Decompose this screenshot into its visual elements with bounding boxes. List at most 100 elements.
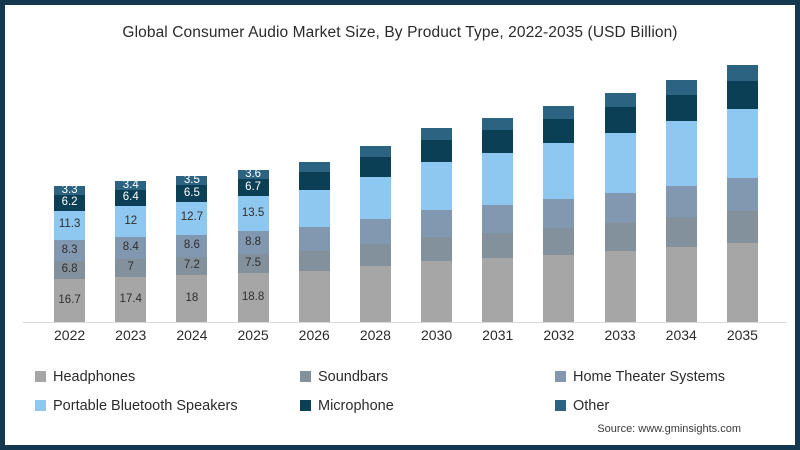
bar-segment-headphones[interactable] (604, 250, 636, 322)
bar-segment-microphone[interactable] (298, 172, 330, 191)
bar-segment-headphones[interactable] (298, 271, 330, 322)
x-axis-label-2031: 2031 (482, 327, 514, 343)
bar-segment-portable_bluetooth_speakers[interactable] (482, 152, 514, 205)
bar-segment-home_theater_systems[interactable] (665, 185, 697, 218)
bar-segment-home_theater_systems[interactable] (359, 219, 391, 245)
legend-swatch-icon (300, 371, 311, 382)
bar-segment-microphone[interactable]: 6.7 (237, 179, 269, 197)
bar-column-2034[interactable] (665, 79, 697, 322)
bar-segment-headphones[interactable]: 17.4 (115, 277, 147, 322)
bar-segment-home_theater_systems[interactable]: 8.8 (237, 231, 269, 255)
bar-segment-microphone[interactable] (726, 80, 758, 110)
bar-segment-headphones[interactable]: 18.8 (237, 273, 269, 322)
bar-segment-headphones[interactable] (421, 261, 453, 322)
bar-segment-microphone[interactable] (543, 119, 575, 144)
bar-segment-soundbars[interactable] (421, 236, 453, 261)
bar-segment-soundbars[interactable] (665, 217, 697, 248)
bar-column-2028[interactable] (359, 146, 391, 322)
bar-segment-headphones[interactable] (726, 242, 758, 322)
bar-segment-home_theater_systems[interactable] (421, 210, 453, 237)
bar-segment-soundbars[interactable]: 6.8 (54, 261, 86, 279)
bar-segment-home_theater_systems[interactable] (298, 227, 330, 251)
bar-value-label: 6.4 (122, 191, 139, 204)
bar-segment-home_theater_systems[interactable]: 8.4 (115, 237, 147, 259)
bar-column-2023[interactable]: 17.4 7 8.4 12 6.4 3.4 (115, 180, 147, 322)
bar-value-label: 12.7 (180, 211, 204, 224)
bar-segment-other[interactable] (421, 128, 453, 141)
bar-segment-other[interactable] (482, 117, 514, 131)
bar-segment-other[interactable] (359, 146, 391, 158)
bar-segment-home_theater_systems[interactable] (543, 199, 575, 228)
legend-item-other[interactable]: Other (555, 398, 765, 414)
bar-segment-soundbars[interactable] (543, 227, 575, 255)
bar-segment-portable_bluetooth_speakers[interactable] (665, 121, 697, 186)
bar-segment-microphone[interactable] (665, 94, 697, 122)
legend-swatch-icon (35, 371, 46, 382)
legend-item-home_theater_systems[interactable]: Home Theater Systems (555, 369, 765, 385)
bar-segment-headphones[interactable]: 16.7 (54, 278, 86, 322)
bar-segment-soundbars[interactable] (359, 244, 391, 267)
bar-segment-soundbars[interactable]: 7 (115, 258, 147, 278)
bar-segment-home_theater_systems[interactable] (604, 192, 636, 223)
bar-column-2025[interactable]: 18.8 7.5 8.8 13.5 6.7 3.6 (237, 169, 269, 322)
bar-column-2022[interactable]: 16.7 6.8 8.3 11.3 6.2 3.3 (54, 186, 86, 322)
bar-segment-soundbars[interactable]: 7.2 (176, 256, 208, 276)
bar-segment-other[interactable]: 3.6 (237, 169, 269, 180)
bar-segment-microphone[interactable]: 6.4 (115, 189, 147, 207)
legend-item-microphone[interactable]: Microphone (300, 398, 555, 414)
bar-segment-microphone[interactable] (359, 157, 391, 177)
bar-segment-headphones[interactable] (482, 257, 514, 322)
bar-segment-other[interactable] (665, 79, 697, 95)
bar-segment-headphones[interactable] (665, 247, 697, 322)
legend-label: Soundbars (318, 368, 389, 385)
bar-segment-microphone[interactable]: 6.5 (176, 185, 208, 202)
bar-segment-other[interactable]: 3.4 (115, 180, 147, 190)
bar-segment-other[interactable]: 3.5 (176, 175, 208, 186)
bar-segment-soundbars[interactable]: 7.5 (237, 254, 269, 274)
bar-segment-portable_bluetooth_speakers[interactable]: 12 (115, 206, 147, 238)
bar-segment-headphones[interactable] (543, 254, 575, 322)
bar-segment-home_theater_systems[interactable]: 8.6 (176, 234, 208, 257)
bar-column-2032[interactable] (543, 105, 575, 322)
x-axis-label-2035: 2035 (726, 327, 758, 343)
bar-segment-portable_bluetooth_speakers[interactable]: 12.7 (176, 201, 208, 235)
legend-item-headphones[interactable]: Headphones (35, 369, 300, 385)
bar-segment-other[interactable] (543, 105, 575, 120)
bar-segment-soundbars[interactable] (604, 222, 636, 251)
bar-column-2030[interactable] (421, 128, 453, 322)
legend-label: Headphones (53, 368, 136, 385)
bar-segment-portable_bluetooth_speakers[interactable]: 13.5 (237, 196, 269, 232)
bar-segment-home_theater_systems[interactable]: 8.3 (54, 239, 86, 262)
bar-segment-soundbars[interactable] (726, 211, 758, 243)
bar-segment-other[interactable]: 3.3 (54, 186, 86, 195)
bar-segment-other[interactable] (726, 64, 758, 81)
bar-segment-headphones[interactable] (359, 266, 391, 322)
bar-segment-soundbars[interactable] (482, 232, 514, 258)
bar-segment-portable_bluetooth_speakers[interactable] (543, 143, 575, 199)
bar-segment-portable_bluetooth_speakers[interactable] (421, 161, 453, 211)
bar-segment-portable_bluetooth_speakers[interactable] (298, 190, 330, 228)
bar-segment-portable_bluetooth_speakers[interactable] (604, 132, 636, 193)
legend-item-soundbars[interactable]: Soundbars (300, 369, 555, 385)
bar-segment-portable_bluetooth_speakers[interactable]: 11.3 (54, 210, 86, 240)
bar-segment-home_theater_systems[interactable] (726, 178, 758, 212)
bar-column-2035[interactable] (726, 64, 758, 322)
bar-segment-soundbars[interactable] (298, 250, 330, 272)
bar-segment-headphones[interactable]: 18 (176, 275, 208, 322)
bar-segment-microphone[interactable] (482, 130, 514, 153)
bar-segment-microphone[interactable] (604, 107, 636, 133)
bar-value-label: 16.7 (58, 293, 81, 306)
bar-column-2026[interactable] (298, 162, 330, 322)
bar-value-label: 12 (124, 214, 138, 227)
legend-item-portable_bluetooth_speakers[interactable]: Portable Bluetooth Speakers (35, 398, 300, 414)
bar-segment-microphone[interactable]: 6.2 (54, 194, 86, 211)
bar-segment-home_theater_systems[interactable] (482, 204, 514, 233)
bar-segment-portable_bluetooth_speakers[interactable] (726, 109, 758, 179)
bar-segment-other[interactable] (298, 162, 330, 173)
bar-column-2024[interactable]: 18 7.2 8.6 12.7 6.5 3.5 (176, 175, 208, 322)
bar-segment-microphone[interactable] (421, 140, 453, 162)
bar-segment-portable_bluetooth_speakers[interactable] (359, 176, 391, 220)
bar-column-2033[interactable] (604, 93, 636, 322)
bar-column-2031[interactable] (482, 117, 514, 322)
bar-segment-other[interactable] (604, 93, 636, 108)
